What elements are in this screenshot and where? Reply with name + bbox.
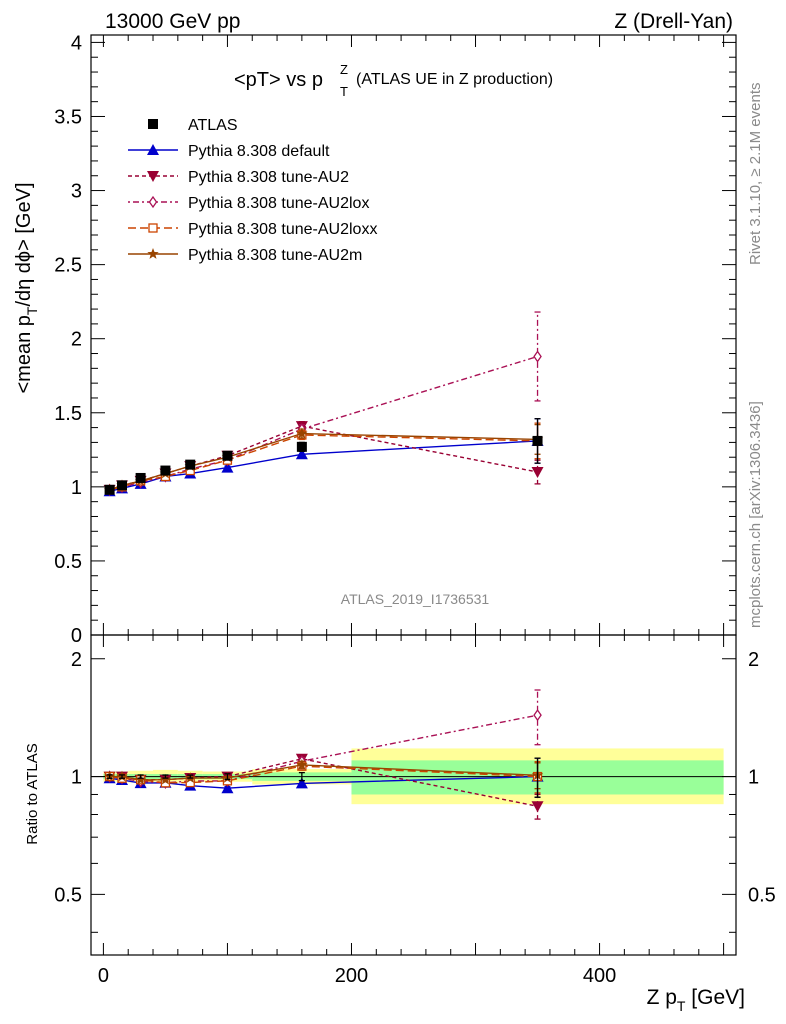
legend-item-AU2lox: Pythia 8.308 tune-AU2lox <box>128 195 369 212</box>
series-line-AU2loxx <box>109 434 538 491</box>
series-line-default <box>109 440 538 492</box>
xlabel: Z pT [GeV] <box>647 986 745 1014</box>
ratio-point-AU2m <box>159 773 172 785</box>
plot-title-sub: T <box>340 84 348 99</box>
ratio-point-AU2m <box>134 773 147 785</box>
point-ATLAS <box>532 435 543 446</box>
main-y-tick-label: 0.5 <box>54 551 82 573</box>
series-main-AU2 <box>103 421 544 496</box>
legend-marker-AU2loxx <box>148 223 158 233</box>
ratio-panel-frame: 0 200 400 0.5 0.5 1 1 2 2 <box>54 634 776 987</box>
main-y-tick-label: 4 <box>71 32 82 54</box>
x-tick-label: 200 <box>335 965 368 987</box>
legend-label-AU2: Pythia 8.308 tune-AU2 <box>188 169 349 186</box>
ratio-y-tick-label-right: 0.5 <box>748 884 776 906</box>
legend-item-AU2loxx: Pythia 8.308 tune-AU2loxx <box>128 221 377 238</box>
point-ATLAS <box>160 465 171 476</box>
ratio-y-tick-label: 0.5 <box>54 884 82 906</box>
point-ATLAS <box>222 450 233 461</box>
ratio-y-tick-label: 2 <box>71 649 82 671</box>
legend: ATLAS Pythia 8.308 default Pythia 8.308 tu… <box>128 117 377 264</box>
main-series <box>103 311 544 497</box>
ratio-y-tick-label-right: 2 <box>748 649 759 671</box>
main-y-tick-label: 0 <box>71 625 82 647</box>
main-y-tick-label: 3 <box>71 181 82 203</box>
legend-item-default: Pythia 8.308 default <box>128 143 330 160</box>
plot-title-main: <pT> vs p <box>234 69 323 91</box>
legend-label-default: Pythia 8.308 default <box>188 143 330 160</box>
ratio-y-tick-label: 1 <box>71 767 82 789</box>
mcplots-label: mcplots.cern.ch [arXiv:1306.3436] <box>747 401 764 628</box>
series-main-ATLAS <box>104 418 543 495</box>
legend-item-AU2m: Pythia 8.308 tune-AU2m <box>128 247 362 264</box>
point-ATLAS <box>104 484 115 495</box>
main-y-tick-label: 1 <box>71 477 82 499</box>
legend-item-AU2: Pythia 8.308 tune-AU2 <box>128 169 349 186</box>
ratio-line-AU2m <box>109 764 538 781</box>
point-ATLAS <box>185 459 196 470</box>
main-y-tick-label: 3.5 <box>54 106 82 128</box>
main-ylabel-post: /dη dϕ> [GeV] <box>13 182 35 306</box>
ratio-series <box>103 689 544 820</box>
ratio-point-default <box>295 777 308 789</box>
point-default <box>221 461 234 473</box>
legend-marker-AU2 <box>147 171 159 182</box>
header-right: Z (Drell-Yan) <box>614 10 733 33</box>
point-ATLAS <box>135 472 146 483</box>
xlabel-post: [GeV] <box>685 986 745 1009</box>
rivet-label: Rivet 3.1.10, ≥ 2.1M events <box>747 83 764 266</box>
legend-marker-AU2lox <box>148 195 158 209</box>
plot-title: <pT> vs p Z T (ATLAS UE in Z production) <box>234 62 553 99</box>
legend-marker-default <box>147 144 159 155</box>
x-tick-label: 0 <box>98 965 109 987</box>
ratio-point-default <box>221 782 234 794</box>
plot-title-extra: (ATLAS UE in Z production) <box>356 71 553 88</box>
ratio-point-AU2 <box>531 801 544 813</box>
series-main-AU2lox <box>105 311 542 496</box>
legend-marker-ATLAS <box>148 119 158 129</box>
main-ylabel: <mean pT/dη dϕ> [GeV] <box>13 182 40 393</box>
main-y-tick-label: 1.5 <box>54 403 82 425</box>
ratio-point-AU2lox <box>533 709 542 722</box>
xlabel-pre: Z p <box>647 986 677 1009</box>
ratio-ylabel: Ratio to ATLAS <box>24 743 41 844</box>
point-ATLAS <box>296 441 307 452</box>
main-y-tick-label: 2 <box>71 329 82 351</box>
legend-label-AU2m: Pythia 8.308 tune-AU2m <box>188 247 362 264</box>
ratio-point-AU2m <box>296 758 308 770</box>
main-panel-frame: 0 0.5 1 1.5 2 2.5 3 3.5 4 <box>54 32 737 647</box>
analysis-watermark: ATLAS_2019_I1736531 <box>341 591 490 607</box>
legend-item-ATLAS: ATLAS <box>148 117 238 134</box>
svg-text:<mean pT/dη dϕ> [GeV]: <mean pT/dη dϕ> [GeV] <box>13 182 40 393</box>
main-y-tick-label: 2.5 <box>54 255 82 277</box>
legend-label-ATLAS: ATLAS <box>188 117 238 134</box>
legend-marker-AU2m <box>147 248 159 259</box>
series-ratio-ATLAS <box>106 757 541 798</box>
legend-label-AU2loxx: Pythia 8.308 tune-AU2loxx <box>188 221 377 238</box>
x-tick-label: 400 <box>583 965 616 987</box>
point-default <box>295 448 308 460</box>
main-ylabel-pre: <mean p <box>13 315 35 393</box>
main-ylabel-sub: T <box>24 306 40 315</box>
point-ATLAS <box>117 480 128 491</box>
ratio-panel-border <box>90 634 737 956</box>
point-AU2 <box>531 467 544 479</box>
legend-label-AU2lox: Pythia 8.308 tune-AU2lox <box>188 195 369 212</box>
series-line-AU2m <box>109 432 538 491</box>
header-left: 13000 GeV pp <box>105 10 240 33</box>
xlabel-sub: T <box>677 998 686 1014</box>
ratio-y-tick-label-right: 1 <box>748 767 759 789</box>
point-AU2m <box>296 427 308 439</box>
series-line-AU2lox <box>109 355 538 491</box>
point-AU2lox <box>533 350 542 363</box>
plot-title-sup: Z <box>340 62 348 77</box>
